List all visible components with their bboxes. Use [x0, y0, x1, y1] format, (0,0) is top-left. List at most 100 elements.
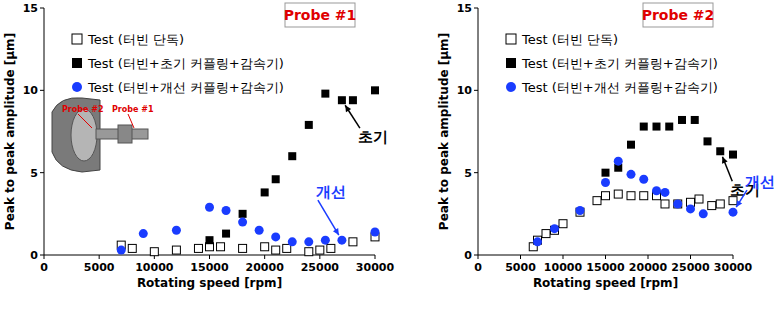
x-tick [478, 255, 479, 259]
x-tick-label: 20000 [246, 261, 285, 274]
legend-marker [506, 34, 516, 44]
legend-label: Test (터빈+초기 커플링+감속기) [521, 56, 718, 71]
y-tick [474, 8, 478, 9]
marks [529, 116, 737, 251]
point [288, 152, 296, 160]
chart: 051015050001000015000200002500030000Rota… [3, 2, 394, 290]
point [261, 243, 269, 251]
point [239, 210, 247, 218]
point [652, 186, 661, 195]
point [321, 236, 330, 245]
point [639, 175, 648, 184]
y-tick-label: 5 [464, 167, 472, 180]
point [550, 224, 559, 233]
annotation-label: 개선 [745, 173, 775, 191]
point [691, 116, 699, 124]
annotation-label: 초기 [358, 128, 388, 146]
point [704, 137, 712, 145]
point [661, 200, 669, 208]
inset-pointer [128, 114, 134, 128]
point [305, 248, 313, 256]
point [716, 147, 724, 155]
inset-label: Probe #1 [112, 105, 154, 114]
x-tick [264, 255, 265, 259]
y-axis [478, 8, 479, 255]
point [304, 237, 313, 246]
x-tick-label: 5000 [84, 261, 115, 274]
point [371, 86, 379, 94]
x-tick [209, 255, 210, 259]
x-tick-label: 25000 [671, 261, 710, 274]
point [653, 123, 661, 131]
point [601, 178, 610, 187]
x-tick [520, 255, 521, 259]
x-tick-label: 5000 [505, 261, 536, 274]
x-axis-label: Rotating speed [rpm] [137, 276, 282, 290]
legend: Test (터빈 단독)Test (터빈+초기 커플링+감속기)Test (터빈… [72, 32, 284, 95]
point [673, 199, 682, 208]
y-tick [474, 172, 478, 173]
x-tick-label: 15000 [586, 261, 625, 274]
point [695, 195, 703, 203]
point [627, 141, 635, 149]
point [708, 202, 716, 210]
chart: 051015050001000015000200002500030000Rota… [437, 2, 775, 290]
x-tick [563, 255, 564, 259]
point [150, 248, 158, 256]
point [640, 123, 648, 131]
y-tick-label: 5 [30, 167, 38, 180]
point [678, 116, 686, 124]
y-tick [40, 8, 44, 9]
y-axis-label: Peak to peak amplitude [μm] [3, 33, 17, 230]
legend: Test (터빈 단독)Test (터빈+초기 커플링+감속기)Test (터빈… [506, 32, 718, 95]
point [222, 230, 230, 238]
point [321, 90, 329, 98]
legend-marker [506, 58, 516, 68]
point [729, 208, 738, 217]
point [238, 218, 247, 227]
y-tick [474, 90, 478, 91]
y-tick-label: 15 [23, 2, 38, 15]
legend-marker [72, 82, 82, 92]
y-tick-label: 15 [457, 2, 472, 15]
point [627, 192, 635, 200]
y-tick-label: 10 [457, 84, 473, 97]
point [661, 188, 670, 197]
marks [117, 86, 380, 255]
legend-label: Test (터빈 단독) [521, 32, 618, 47]
point [665, 123, 673, 131]
y-axis-label: Peak to peak amplitude [μm] [437, 33, 451, 230]
point [699, 209, 708, 218]
x-tick-label: 0 [474, 261, 482, 274]
point [272, 246, 280, 254]
point [327, 244, 335, 252]
inset: Probe #2 Probe #1 [52, 98, 154, 172]
y-tick [40, 90, 44, 91]
point [559, 220, 567, 228]
point [614, 157, 623, 166]
legend-label: Test (터빈+개선 커플링+감속기) [87, 80, 284, 95]
title: Probe #1 [284, 7, 357, 23]
point [729, 151, 737, 159]
point [614, 190, 622, 198]
point [288, 237, 297, 246]
point [686, 204, 695, 213]
x-tick-label: 20000 [629, 261, 668, 274]
point [255, 226, 264, 235]
point [206, 236, 214, 244]
inset-label: Probe #2 [62, 105, 104, 114]
point [205, 203, 214, 212]
point [283, 244, 291, 252]
point [194, 244, 202, 252]
point [217, 243, 225, 251]
point [239, 244, 247, 252]
point [337, 236, 346, 245]
x-tick-label: 0 [40, 261, 48, 274]
x-tick [648, 255, 649, 259]
title: Probe #2 [642, 7, 715, 23]
point [593, 197, 601, 205]
x-tick-label: 25000 [301, 261, 340, 274]
annotation: 초기 [345, 105, 388, 146]
annotation-arrow [345, 105, 360, 128]
point [128, 244, 136, 252]
